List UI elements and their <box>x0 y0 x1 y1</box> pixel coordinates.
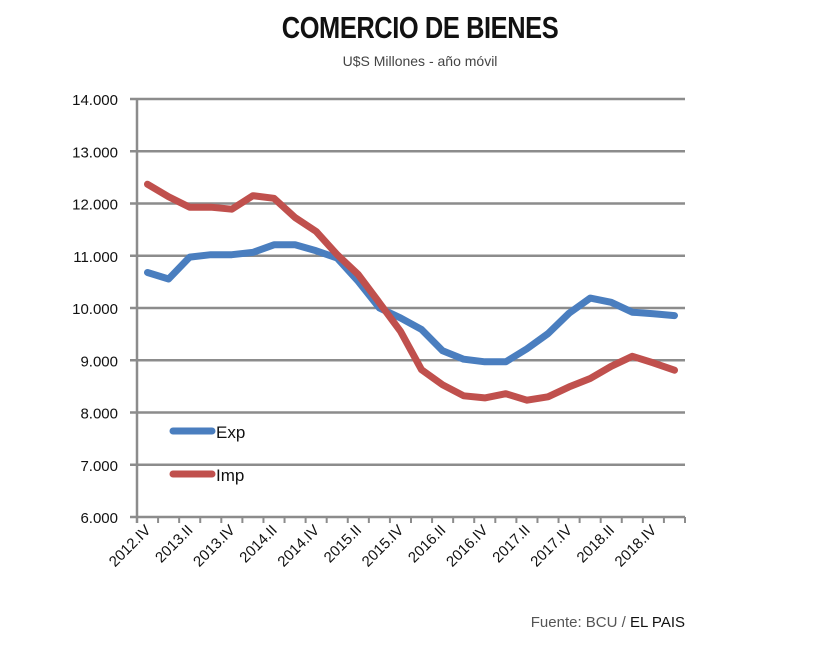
source-note: Fuente: BCU / EL PAIS <box>531 614 685 631</box>
y-tick-label: 13.000 <box>72 144 118 161</box>
y-tick-label: 11.000 <box>73 249 118 266</box>
y-tick-label: 14.000 <box>72 92 118 109</box>
y-tick-label: 10.000 <box>72 301 118 318</box>
x-tick-label: 2018.IV <box>612 522 661 571</box>
source-brand: EL PAIS <box>629 614 685 631</box>
x-tick-label: 2015.II <box>321 522 365 566</box>
legend-label-exp: Exp <box>216 423 245 442</box>
source-prefix: Fuente: BCU / <box>530 614 626 631</box>
x-tick-label: 2018.II <box>574 522 618 566</box>
x-tick-label: 2016.II <box>405 522 449 566</box>
series-line-exp <box>144 241 678 366</box>
series-line-imp <box>144 180 678 404</box>
x-tick-label: 2013.IV <box>190 522 239 571</box>
y-tick-label: 9.000 <box>80 353 118 370</box>
x-tick-label: 2014.II <box>236 522 280 566</box>
legend-label-imp: Imp <box>216 466 244 485</box>
x-tick-label: 2017.IV <box>527 522 576 571</box>
chart-title: COMERCIO DE BIENES <box>281 10 559 45</box>
y-tick-label: 12.000 <box>72 197 118 214</box>
x-tick-label: 2016.IV <box>443 522 492 571</box>
chart-subtitle: U$S Millones - año móvil <box>342 53 498 69</box>
y-tick-label: 7.000 <box>80 458 118 475</box>
x-tick-label: 2017.II <box>489 522 533 566</box>
x-tick-label: 2015.IV <box>359 522 408 571</box>
x-tick-label: 2013.II <box>152 522 196 566</box>
y-tick-label: 8.000 <box>80 406 118 423</box>
x-tick-label: 2014.IV <box>274 522 323 571</box>
x-tick-label: 2012.IV <box>106 522 155 571</box>
y-tick-label: 6.000 <box>80 510 118 527</box>
